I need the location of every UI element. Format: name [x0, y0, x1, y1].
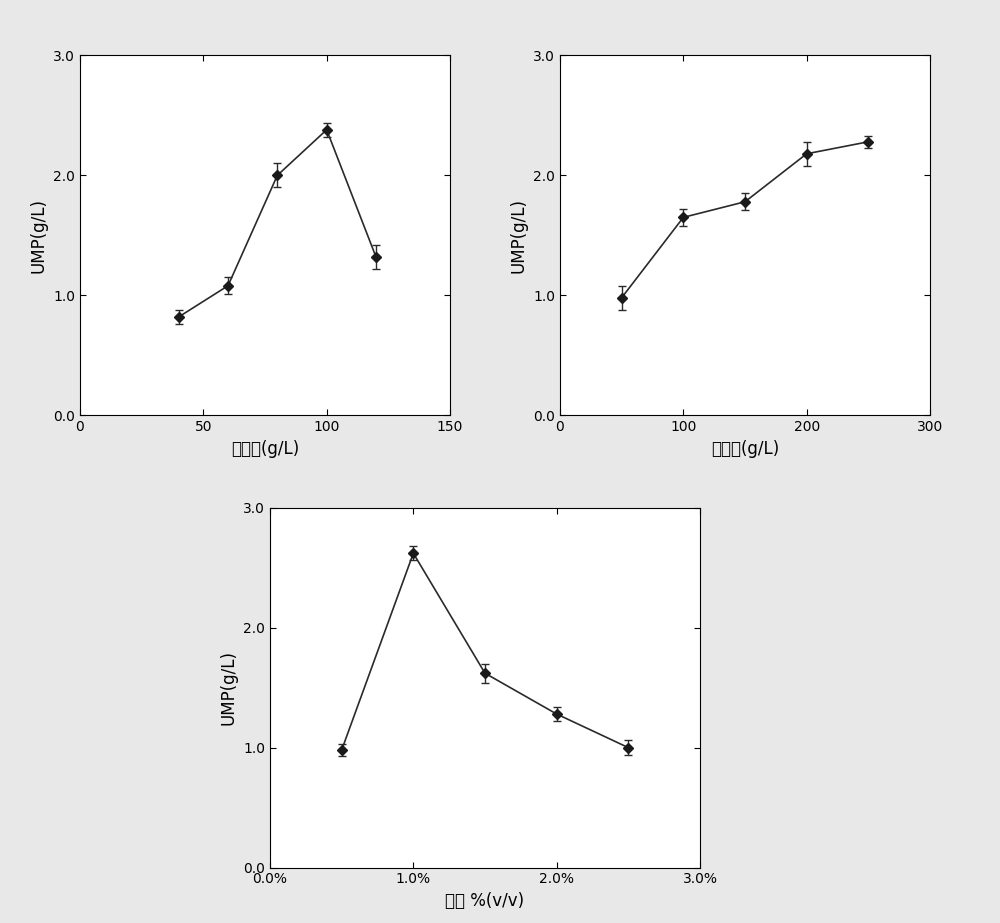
Y-axis label: UMP(g/L): UMP(g/L): [30, 198, 48, 273]
Y-axis label: UMP(g/L): UMP(g/L): [510, 198, 528, 273]
X-axis label: 生物量(g/L): 生物量(g/L): [711, 439, 779, 458]
Y-axis label: UMP(g/L): UMP(g/L): [220, 650, 238, 725]
X-axis label: 葡萄糖(g/L): 葡萄糖(g/L): [231, 439, 299, 458]
X-axis label: 甲苯 %(v/v): 甲苯 %(v/v): [445, 892, 525, 910]
